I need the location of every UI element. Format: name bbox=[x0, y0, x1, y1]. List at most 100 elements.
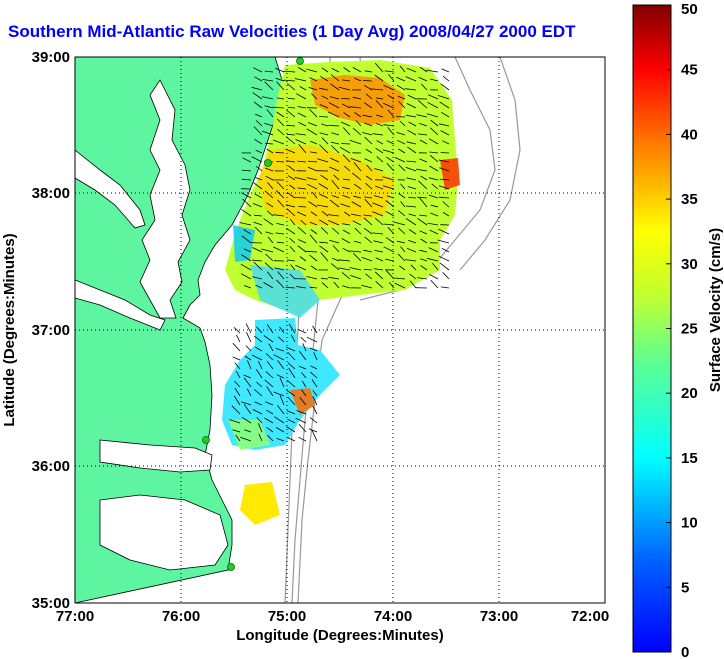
velocity-vector bbox=[277, 360, 285, 370]
velocity-vector bbox=[277, 199, 285, 208]
velocity-vector bbox=[430, 279, 439, 289]
velocity-vector bbox=[321, 123, 329, 127]
velocity-vector bbox=[442, 140, 450, 145]
velocity-vector bbox=[254, 226, 263, 235]
velocity-vector bbox=[299, 256, 307, 262]
velocity-vector bbox=[266, 148, 274, 154]
velocity-vector bbox=[442, 212, 450, 217]
velocity-vector bbox=[439, 178, 450, 181]
x-tick-label: 74:00 bbox=[374, 608, 412, 625]
velocity-vector bbox=[438, 159, 450, 163]
velocity-vector bbox=[242, 157, 252, 163]
velocity-vector bbox=[318, 183, 329, 190]
velocity-vector bbox=[309, 109, 318, 118]
velocity-vector bbox=[254, 138, 263, 145]
velocity-vector bbox=[440, 152, 450, 154]
velocity-vector bbox=[273, 391, 285, 397]
velocity-vector bbox=[338, 86, 351, 91]
velocity-vector bbox=[329, 239, 340, 244]
velocity-vector bbox=[352, 127, 362, 136]
velocity-vector bbox=[312, 325, 318, 334]
velocity-vector bbox=[302, 343, 307, 352]
velocity-vector bbox=[416, 168, 428, 172]
radar-site bbox=[296, 57, 304, 65]
velocity-vector bbox=[309, 254, 318, 262]
velocity-vector bbox=[442, 272, 450, 280]
velocity-vector bbox=[339, 146, 351, 154]
velocity-vector bbox=[267, 435, 274, 442]
radar-site bbox=[264, 159, 272, 167]
velocity-vector bbox=[420, 265, 428, 271]
colorbar-tick-label: 40 bbox=[681, 126, 698, 143]
velocity-vector bbox=[266, 409, 274, 415]
velocity-vector bbox=[364, 158, 373, 163]
y-tick-label: 36:00 bbox=[32, 458, 70, 475]
velocity-vector bbox=[300, 337, 307, 343]
x-tick-label: 73:00 bbox=[480, 608, 518, 625]
velocity-vector bbox=[318, 219, 329, 226]
eastern-hotspot bbox=[440, 158, 460, 190]
velocity-vector bbox=[254, 193, 263, 199]
velocity-vector bbox=[416, 114, 428, 118]
velocity-vector bbox=[405, 88, 417, 91]
velocity-vector bbox=[382, 176, 395, 181]
velocity-vector bbox=[295, 197, 307, 199]
velocity-vector bbox=[388, 281, 395, 289]
velocity-vector bbox=[362, 132, 373, 136]
velocity-vector bbox=[286, 426, 296, 433]
radar-site bbox=[227, 563, 235, 571]
velocity-vector bbox=[340, 121, 351, 127]
velocity-vector bbox=[430, 212, 439, 217]
velocity-vector bbox=[306, 336, 318, 343]
velocity-vector bbox=[438, 255, 450, 262]
velocity-vector bbox=[409, 273, 417, 280]
velocity-vector bbox=[417, 217, 428, 226]
velocity-vector bbox=[263, 218, 274, 226]
velocity-vector bbox=[429, 151, 439, 154]
velocity-vector bbox=[398, 227, 406, 235]
velocity-vector bbox=[375, 100, 384, 109]
velocity-vector bbox=[252, 409, 263, 415]
velocity-vector bbox=[253, 182, 263, 190]
mid-orange-band bbox=[258, 145, 395, 225]
map-grid bbox=[75, 57, 605, 603]
velocity-vector bbox=[333, 281, 340, 289]
velocity-vector bbox=[341, 143, 351, 145]
velocity-vector bbox=[286, 109, 296, 118]
velocity-vector bbox=[309, 417, 318, 424]
velocity-vector bbox=[283, 79, 296, 82]
velocity-vector bbox=[301, 380, 307, 388]
velocity-vector bbox=[373, 268, 384, 271]
velocity-vector bbox=[247, 360, 252, 370]
velocity-vector bbox=[306, 276, 318, 280]
velocity-vector bbox=[295, 417, 307, 424]
velocity-vector bbox=[283, 70, 296, 73]
y-tick-label: 35:00 bbox=[32, 595, 70, 612]
velocity-vector bbox=[298, 365, 307, 370]
velocity-vector bbox=[275, 77, 285, 82]
velocity-vector bbox=[327, 214, 340, 217]
velocity-vector bbox=[241, 169, 252, 172]
velocity-vector bbox=[365, 273, 373, 280]
velocity-vector bbox=[406, 141, 417, 145]
velocity-vector bbox=[363, 249, 373, 253]
velocity-vector bbox=[329, 96, 340, 100]
velocity-vector bbox=[245, 345, 252, 352]
velocity-vector bbox=[350, 158, 362, 163]
velocity-vector bbox=[387, 94, 395, 100]
velocity-vector bbox=[431, 183, 439, 190]
velocity-vector bbox=[263, 282, 274, 289]
velocity-vector bbox=[353, 162, 362, 172]
velocity-vector bbox=[313, 352, 318, 361]
colorbar-tick-label: 35 bbox=[681, 191, 698, 208]
velocity-vector bbox=[342, 178, 351, 181]
velocity-vector bbox=[262, 79, 274, 82]
velocity-vector bbox=[321, 67, 329, 73]
velocity-vector bbox=[429, 229, 439, 235]
velocity-vector bbox=[253, 101, 263, 109]
velocity-vector bbox=[254, 177, 263, 181]
velocity-vector bbox=[405, 76, 417, 82]
velocity-vector bbox=[406, 248, 417, 253]
velocity-vector bbox=[319, 144, 329, 154]
velocity-vector bbox=[277, 271, 285, 280]
